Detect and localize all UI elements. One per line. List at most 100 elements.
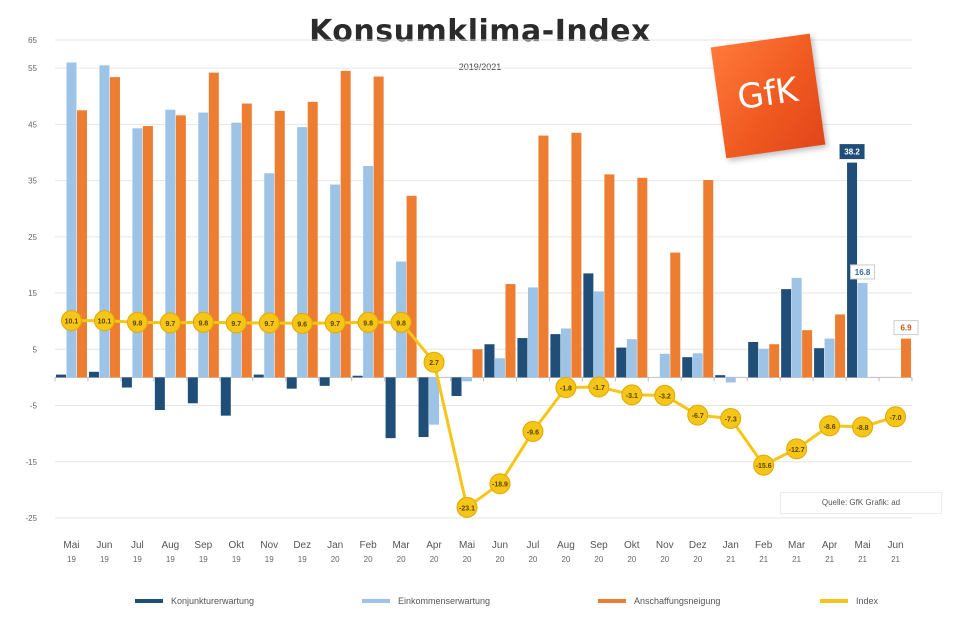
x-tick-label-year: 19 — [265, 555, 274, 564]
index-point — [654, 384, 676, 406]
chart-subtitle: 2019/2021 — [458, 62, 502, 72]
x-tick-label-month: Apr — [822, 540, 838, 551]
bar-konjunkturerwartung — [385, 377, 396, 439]
y-tick-label: 45 — [28, 120, 37, 129]
bar-einkommenserwartung — [494, 358, 505, 378]
legend-label: Anschaffungsneigung — [634, 596, 721, 606]
legend-swatch — [598, 599, 626, 603]
x-tick-label-year: 21 — [825, 555, 834, 564]
legend-label: Einkommenserwartung — [398, 596, 491, 606]
bar-konjunkturerwartung — [484, 344, 495, 378]
x-tick-label-year: 20 — [561, 555, 570, 564]
bar-value-label: 16.8 — [855, 268, 871, 277]
bar-anschaffungsneigung — [208, 72, 219, 378]
index-value-label: -3.1 — [626, 393, 638, 400]
bar-anschaffungsneigung — [373, 76, 384, 378]
y-tick-label: -15 — [25, 458, 37, 467]
index-point — [588, 376, 610, 398]
index-value-label: -8.6 — [824, 424, 836, 431]
index-point — [258, 312, 280, 334]
legend-item: Einkommenserwartung — [362, 596, 490, 606]
bar-einkommenserwartung — [626, 339, 637, 378]
index-value-label: 9.8 — [198, 320, 208, 327]
x-tick-label-year: 20 — [496, 555, 505, 564]
x-tick-label-year: 20 — [693, 555, 702, 564]
bar-anschaffungsneigung — [703, 180, 714, 378]
index-value-label: 10.1 — [65, 319, 79, 326]
bar-value-label: 38.2 — [844, 148, 860, 157]
x-tick-label-month: Apr — [426, 540, 442, 551]
bar-einkommenserwartung — [429, 377, 440, 425]
bar-anschaffungsneigung — [142, 126, 153, 378]
bar-anschaffungsneigung — [769, 344, 780, 378]
index-value-label: -9.6 — [527, 429, 539, 436]
x-tick-label-year: 19 — [199, 555, 208, 564]
bar-anschaffungsneigung — [340, 70, 351, 378]
index-point — [225, 312, 247, 334]
index-value-label: -15.6 — [756, 463, 772, 470]
index-point — [852, 416, 874, 438]
x-tick-label-year: 19 — [133, 555, 142, 564]
bar-anschaffungsneigung — [175, 115, 186, 378]
bar-einkommenserwartung — [330, 184, 341, 378]
index-value-label: 9.8 — [363, 320, 373, 327]
index-value-label: -1.7 — [593, 385, 605, 392]
bar-einkommenserwartung — [297, 127, 308, 378]
bar-anschaffungsneigung — [241, 103, 252, 378]
x-tick-label-year: 20 — [331, 555, 340, 564]
legend-item: Konjunkturerwartung — [135, 596, 254, 606]
bar-konjunkturerwartung — [187, 377, 198, 404]
x-tick-label-month: Okt — [624, 540, 640, 551]
bar-konjunkturerwartung — [253, 374, 264, 378]
source-note: Quelle: GfK Grafik: ad — [780, 492, 942, 514]
x-tick-label-month: Mai — [459, 540, 475, 551]
index-value-label: -1.8 — [560, 386, 572, 393]
index-point — [555, 377, 577, 399]
x-tick-label-year: 19 — [232, 555, 241, 564]
legend-swatch — [820, 599, 848, 603]
bar-value-label-box — [893, 320, 919, 336]
index-point — [159, 312, 181, 334]
x-tick-label-month: Nov — [656, 540, 674, 551]
index-value-label: -18.9 — [492, 482, 508, 489]
index-point — [60, 310, 82, 332]
x-tick-label-month: Dez — [689, 540, 707, 551]
index-value-label: -6.7 — [692, 413, 704, 420]
x-tick-label-month: Jun — [887, 540, 903, 551]
bar-einkommenserwartung — [132, 128, 143, 378]
index-point — [885, 406, 907, 428]
bar-anschaffungsneigung — [835, 314, 846, 378]
index-value-label: -3.2 — [659, 393, 671, 400]
bar-konjunkturerwartung — [121, 377, 132, 388]
bar-anschaffungsneigung — [307, 101, 318, 378]
x-tick-label-month: Aug — [557, 540, 575, 551]
bar-anschaffungsneigung — [505, 284, 516, 378]
bar-einkommenserwartung — [593, 291, 604, 378]
index-value-label: 9.7 — [231, 321, 241, 328]
bar-einkommenserwartung — [99, 65, 110, 378]
y-tick-label: -5 — [30, 402, 38, 411]
bar-value-label: 6.9 — [900, 324, 912, 333]
bar-einkommenserwartung — [66, 62, 77, 378]
bar-konjunkturerwartung — [154, 377, 165, 411]
y-tick-label: 15 — [28, 289, 37, 298]
index-value-label: 9.6 — [297, 321, 307, 328]
x-tick-label-year: 19 — [67, 555, 76, 564]
x-tick-label-month: Feb — [755, 540, 773, 551]
index-value-label: 10.1 — [98, 319, 112, 326]
x-tick-label-year: 20 — [660, 555, 669, 564]
bar-value-label-box — [850, 264, 876, 280]
bar-einkommenserwartung — [659, 353, 670, 378]
bar-einkommenserwartung — [165, 109, 176, 378]
bar-konjunkturerwartung — [517, 338, 528, 378]
index-point — [192, 311, 214, 333]
bar-konjunkturerwartung — [616, 347, 627, 378]
bar-einkommenserwartung — [462, 377, 473, 382]
index-value-label: 2.7 — [429, 360, 439, 367]
bar-value-label-box — [839, 144, 865, 160]
gfk-logo: GfK — [710, 33, 826, 159]
index-value-label: 9.8 — [133, 320, 143, 327]
x-tick-label-month: Mar — [392, 540, 410, 551]
index-point — [291, 312, 313, 334]
bar-anschaffungsneigung — [76, 110, 87, 378]
